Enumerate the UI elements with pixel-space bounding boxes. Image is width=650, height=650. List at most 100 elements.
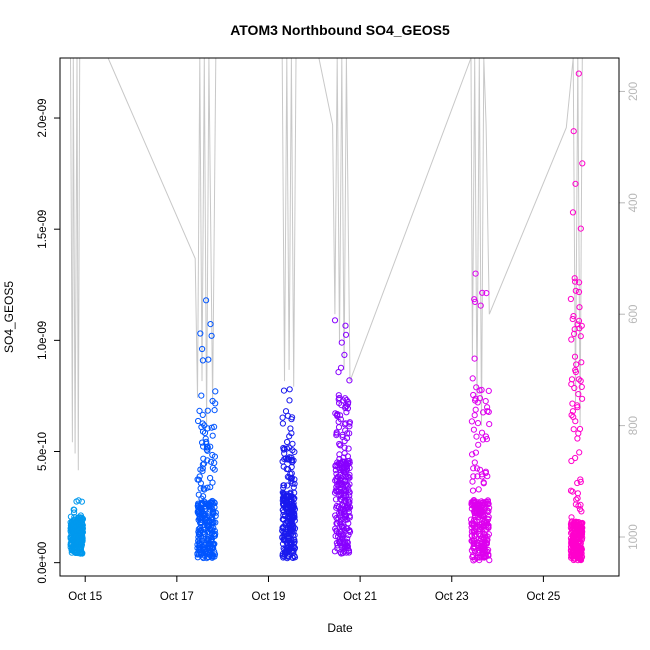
data-point <box>285 522 292 529</box>
data-point <box>343 481 351 488</box>
data-point <box>284 438 291 446</box>
data-point <box>343 542 350 549</box>
data-point <box>285 535 292 542</box>
data-point <box>575 317 583 324</box>
data-point <box>337 442 344 449</box>
data-point <box>287 495 294 503</box>
series-4 <box>331 317 354 557</box>
data-point <box>484 536 491 544</box>
data-point <box>200 460 208 467</box>
data-point <box>195 507 202 514</box>
y-tick-label: 5.0e-10 <box>37 432 49 471</box>
data-point <box>572 523 579 530</box>
data-point <box>196 536 203 543</box>
data-point <box>468 547 475 554</box>
data-point <box>208 527 215 534</box>
data-point <box>346 419 353 426</box>
data-point <box>335 424 343 431</box>
data-point <box>332 487 339 494</box>
data-point <box>199 345 206 353</box>
data-point <box>570 313 577 320</box>
data-point <box>200 554 207 562</box>
data-point <box>572 418 579 425</box>
y2-tick-label: 800 <box>628 416 640 435</box>
x-tick-label: Oct 25 <box>526 591 560 603</box>
data-point <box>577 476 584 483</box>
data-point <box>572 287 579 294</box>
data-point <box>342 331 350 338</box>
x-tick-label: Oct 23 <box>435 591 469 603</box>
data-point <box>331 317 339 324</box>
data-point <box>209 397 216 405</box>
data-point <box>341 507 348 514</box>
data-point <box>338 339 345 346</box>
data-point <box>335 396 342 403</box>
series-2 <box>194 297 219 562</box>
data-point <box>479 436 487 443</box>
data-point <box>572 501 580 508</box>
data-point <box>204 553 211 561</box>
data-point <box>332 410 339 417</box>
data-point <box>471 355 478 362</box>
data-point <box>201 422 208 429</box>
data-points <box>67 70 586 564</box>
data-point <box>571 353 579 360</box>
data-point <box>78 541 86 549</box>
data-point <box>195 417 202 425</box>
data-point <box>343 538 350 546</box>
data-point <box>575 70 582 77</box>
data-point <box>196 407 203 414</box>
x-tick-label: Oct 17 <box>160 591 194 603</box>
data-point <box>210 541 217 548</box>
data-point <box>472 406 479 413</box>
data-point <box>345 520 352 527</box>
data-point <box>289 554 296 561</box>
data-point <box>340 454 347 461</box>
data-point <box>578 528 585 535</box>
chart-title: ATOM3 Northbound SO4_GEOS5 <box>230 22 450 38</box>
y-tick-label: 1.0e-09 <box>37 321 49 360</box>
data-point <box>208 552 215 559</box>
data-point <box>480 518 488 525</box>
data-point <box>210 509 217 516</box>
data-point <box>291 504 298 511</box>
data-point <box>291 532 298 539</box>
data-point <box>281 456 288 463</box>
data-point <box>75 514 82 521</box>
data-point <box>471 412 478 419</box>
data-point <box>206 508 213 515</box>
data-point <box>569 408 577 415</box>
data-point <box>289 514 296 521</box>
data-point <box>469 375 476 382</box>
data-point <box>472 298 479 305</box>
data-point <box>480 546 487 553</box>
data-point <box>346 377 353 384</box>
data-point <box>571 275 578 282</box>
data-point <box>575 540 582 547</box>
data-point <box>575 288 583 296</box>
data-point <box>579 160 586 167</box>
data-point <box>579 395 586 402</box>
data-point <box>480 409 487 416</box>
data-point <box>340 487 347 494</box>
data-point <box>345 474 352 481</box>
data-point <box>477 302 484 309</box>
data-point <box>339 466 346 473</box>
data-point <box>340 458 347 465</box>
data-point <box>475 441 482 448</box>
data-point <box>212 509 219 516</box>
data-point <box>196 540 203 548</box>
data-point <box>572 368 580 376</box>
data-point <box>568 539 575 546</box>
data-point <box>199 439 206 446</box>
data-point <box>576 449 583 456</box>
data-point <box>207 443 214 450</box>
data-point <box>284 544 292 551</box>
data-point <box>339 531 346 538</box>
data-point <box>475 504 482 511</box>
data-point <box>575 376 583 383</box>
data-point <box>575 391 582 398</box>
data-point <box>202 545 209 553</box>
data-point <box>199 461 206 468</box>
data-point <box>280 484 287 491</box>
